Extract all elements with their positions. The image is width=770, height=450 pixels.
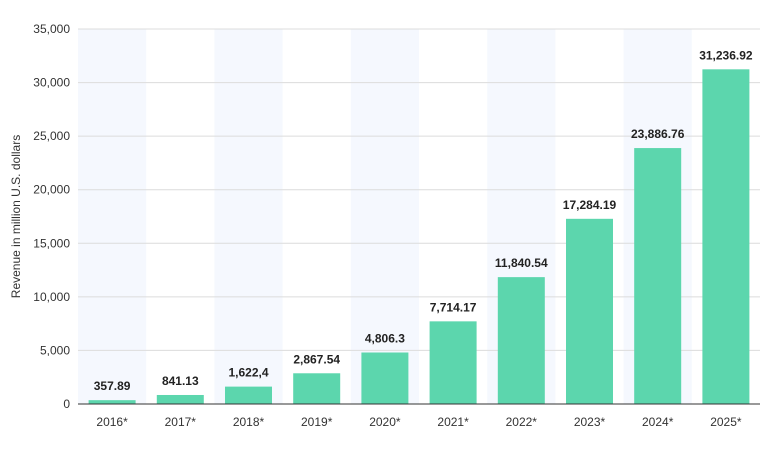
y-tick-label: 35,000 <box>33 22 70 36</box>
data-label: 23,886.76 <box>631 127 685 141</box>
x-tick-label: 2024* <box>642 415 674 429</box>
y-axis-tick-labels: 0 5,000 10,000 15,000 20,000 25,000 30,000 35,0… <box>33 22 70 411</box>
bar <box>497 277 545 404</box>
x-tick-label: 2021* <box>437 415 469 429</box>
x-tick-label: 2023* <box>574 415 606 429</box>
y-tick-label: 20,000 <box>33 183 70 197</box>
y-tick-label: 25,000 <box>33 129 70 143</box>
bar <box>88 400 136 404</box>
y-tick-label: 0 <box>63 397 70 411</box>
bar <box>702 69 750 404</box>
x-tick-label: 2016* <box>96 415 128 429</box>
column-band <box>78 29 147 404</box>
data-label: 17,284.19 <box>563 198 617 212</box>
x-axis-tick-labels: 2016* 2017* 2018* 2019* 2020* 2021* 2022* 2023*… <box>96 415 741 429</box>
y-axis-title: Revenue in million U.S. dollars <box>9 135 23 298</box>
data-labels: 357.89 841.13 1,622,4 2,867.54 4,806.3 7,714.… <box>94 48 753 393</box>
x-tick-label: 2018* <box>233 415 265 429</box>
bar <box>566 218 613 404</box>
data-label: 2,867.54 <box>293 352 340 366</box>
y-tick-label: 5,000 <box>40 343 70 357</box>
data-label: 1,622,4 <box>228 366 268 380</box>
column-band <box>350 29 419 404</box>
y-tick-label: 15,000 <box>33 236 70 250</box>
bar <box>361 352 409 404</box>
bar <box>293 373 341 404</box>
y-tick-label: 10,000 <box>33 290 70 304</box>
bar <box>429 321 477 404</box>
data-label: 841.13 <box>162 374 199 388</box>
column-band <box>214 29 283 404</box>
x-tick-label: 2022* <box>506 415 538 429</box>
x-tick-label: 2025* <box>710 415 742 429</box>
bars <box>88 69 750 404</box>
y-gridlines <box>78 28 760 351</box>
x-tick-label: 2017* <box>165 415 197 429</box>
data-label: 7,714.17 <box>430 300 477 314</box>
data-label: 11,840.54 <box>495 256 548 270</box>
data-label: 4,806.3 <box>365 332 405 346</box>
bar <box>156 394 204 404</box>
data-label: 31,236.92 <box>699 48 753 62</box>
x-tick-label: 2019* <box>301 415 333 429</box>
y-tick-label: 30,000 <box>33 76 70 90</box>
x-tick-label: 2020* <box>369 415 401 429</box>
bar <box>225 386 272 404</box>
bar <box>634 148 682 404</box>
data-label: 357.89 <box>94 379 131 393</box>
